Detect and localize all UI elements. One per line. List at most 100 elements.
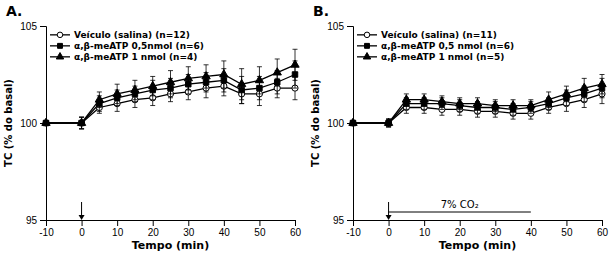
tick-label: 60 [597, 227, 609, 238]
tick-label: 10 [419, 227, 431, 238]
tick-label: 10 [112, 227, 124, 238]
error-bar-cap [404, 105, 409, 106]
annotation-text: 7% CO₂ [441, 199, 479, 210]
error-bar-cap [239, 103, 244, 104]
legend-marker [56, 53, 63, 59]
tick: 50 [254, 220, 266, 238]
error-bar-cap [475, 109, 480, 110]
legend: Veículo (salina) (n=11)α,β-meATP 0,5 nmo… [357, 30, 514, 62]
marker [598, 79, 606, 86]
error-bar-cap [204, 97, 209, 98]
marker [202, 72, 210, 79]
marker [349, 118, 357, 125]
tick-mark [153, 220, 154, 226]
annotation-bar [389, 212, 531, 213]
legend-item: α,β-meATP 0,5 nmol (n=6) [357, 41, 514, 51]
panel: -10010203040506095100105Tempo (min)TC (%… [310, 3, 608, 252]
legend-label: α,β-meATP 1 nmol (n=4) [74, 52, 197, 62]
tick: 95 [26, 215, 46, 226]
legend-marker [364, 32, 370, 38]
error-bar-cap [150, 95, 155, 96]
error-bar-cap [439, 107, 444, 108]
error-bar-cap [600, 74, 605, 75]
tick-mark [82, 220, 83, 226]
legend-item: α,β-meATP 1 nmol (n=4) [50, 52, 197, 62]
error-bar-cap [528, 119, 533, 120]
marker [255, 76, 263, 83]
tick: 100 [327, 118, 353, 129]
tick-mark [40, 220, 46, 221]
annotation-arrow [386, 202, 392, 220]
tick: 105 [327, 21, 353, 32]
error-bar-cap [564, 111, 569, 112]
error-bar-cap [546, 113, 551, 114]
panel-title: A. [6, 3, 22, 19]
legend-label: Veículo (salina) (n=11) [381, 30, 497, 40]
panel-title: B. [313, 3, 329, 19]
tick-mark [40, 26, 46, 27]
error-bar-cap [422, 109, 427, 110]
tick: 0 [79, 220, 85, 238]
error-bar-cap [132, 101, 137, 102]
error-bar-cap [511, 119, 516, 120]
error-bar-cap [275, 93, 280, 94]
tick: 40 [526, 220, 538, 238]
error-bar-cap [204, 91, 209, 92]
error-bar-cap [293, 80, 298, 81]
tick-label: 100 [20, 118, 37, 129]
series [350, 78, 604, 126]
data-layer [42, 49, 299, 129]
error-bar-cap [221, 60, 226, 61]
marker [166, 77, 174, 84]
error-bar-cap [493, 111, 498, 112]
marker [439, 106, 445, 112]
line [353, 84, 602, 123]
error-bar-cap [186, 90, 191, 91]
legend-item: α,β-meATP 1 nmol (n=5) [357, 52, 504, 62]
error-bar-cap [168, 101, 173, 102]
legend-marker [57, 32, 63, 38]
error-bar-cap [582, 107, 587, 108]
y-axis-title: TC (% do basal) [310, 79, 321, 167]
error-bar-cap [115, 105, 120, 106]
tick-mark [531, 220, 532, 226]
marker [580, 83, 588, 90]
legend-marker [58, 43, 63, 48]
error-bar-cap [186, 66, 191, 67]
tick-label: 30 [183, 227, 195, 238]
marker [95, 95, 103, 102]
marker [77, 118, 85, 125]
tick-label: 0 [79, 227, 85, 238]
tick: 40 [219, 220, 231, 238]
legend: Veículo (salina) (n=12)α,β-meATP 0,5nmol… [50, 30, 204, 62]
error-bar-cap [582, 101, 587, 102]
x-axis-title: Tempo (min) [439, 239, 516, 252]
error-bar-cap [404, 113, 409, 114]
error-bar-cap [97, 113, 102, 114]
error-bar-cap [582, 78, 587, 79]
y-axis-title: TC (% do basal) [3, 79, 14, 167]
error-bar-cap [493, 117, 498, 118]
marker [131, 85, 139, 92]
data-layer [349, 75, 606, 127]
arrow-shaft [81, 202, 82, 216]
tick-mark [495, 220, 496, 226]
error-bar-cap [97, 111, 102, 112]
legend-item: Veículo (salina) (n=12) [50, 30, 190, 40]
error-bar-cap [600, 103, 605, 104]
legend-item: Veículo (salina) (n=11) [357, 30, 497, 40]
marker [149, 81, 157, 88]
error-bar-cap [168, 97, 173, 98]
error-bar-cap [564, 105, 569, 106]
error-bar-cap [475, 113, 480, 114]
error-bar-cap [115, 103, 120, 104]
legend-label: α,β-meATP 0,5 nmol (n=6) [381, 41, 514, 51]
error-bar [293, 76, 298, 99]
marker [113, 89, 121, 96]
error-bar-cap [564, 86, 569, 87]
line [353, 88, 602, 123]
error-bar-cap [511, 115, 516, 116]
tick: 95 [333, 215, 353, 226]
error-bar-cap [239, 68, 244, 69]
tick-label: 50 [561, 227, 573, 238]
